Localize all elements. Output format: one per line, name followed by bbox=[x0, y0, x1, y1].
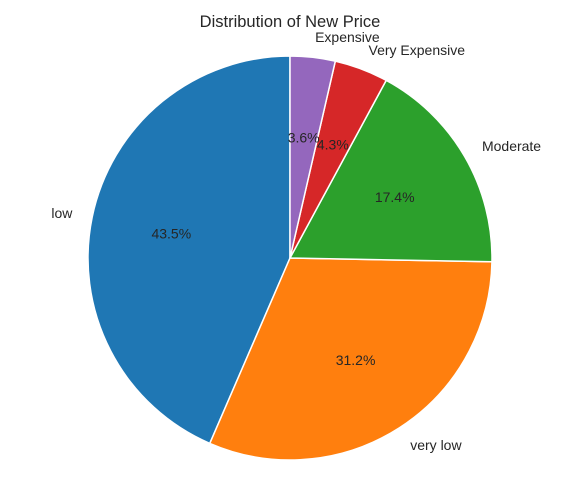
category-label: Expensive bbox=[315, 29, 380, 45]
pie-slices bbox=[87, 55, 493, 461]
pie-slice-low bbox=[87, 55, 291, 445]
category-labels: low very low Moderate Very ExpensiveExpensi… bbox=[51, 29, 541, 453]
percent-label: 31.2% bbox=[336, 352, 376, 368]
percent-label: 43.5% bbox=[151, 225, 191, 241]
percent-label: 3.6% bbox=[288, 130, 320, 146]
percent-labels: 43.5% 31.2% 17.4% 4.3%3.6% bbox=[151, 130, 414, 368]
pie-slice-moderate bbox=[289, 79, 493, 263]
pie-slice-very-low bbox=[209, 257, 493, 461]
percent-label: 4.3% bbox=[317, 137, 349, 153]
pie-slice-expensive bbox=[289, 55, 337, 259]
category-label: low bbox=[51, 205, 73, 221]
category-label: Moderate bbox=[482, 138, 541, 154]
category-label: very low bbox=[410, 437, 462, 453]
chart-title: Distribution of New Price bbox=[200, 13, 381, 31]
category-label: Very Expensive bbox=[369, 42, 466, 58]
percent-label: 17.4% bbox=[375, 189, 415, 205]
